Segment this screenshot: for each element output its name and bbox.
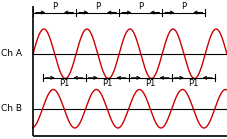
Text: P1: P1: [144, 79, 155, 88]
Text: Ch A: Ch A: [1, 49, 22, 58]
Text: P: P: [180, 2, 185, 11]
Text: P1: P1: [101, 79, 112, 88]
Text: P1: P1: [187, 79, 197, 88]
Text: Ch B: Ch B: [1, 104, 22, 113]
Text: P: P: [95, 2, 100, 11]
Text: P: P: [52, 2, 57, 11]
Text: P: P: [138, 2, 143, 11]
Text: P1: P1: [59, 79, 69, 88]
